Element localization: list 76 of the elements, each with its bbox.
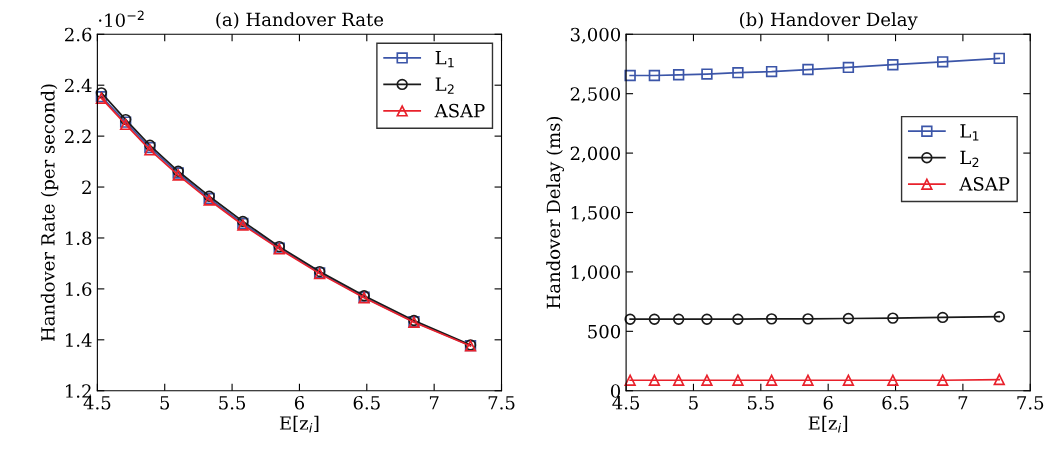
point: [732, 66, 744, 79]
legend-label: L$_{2}$: [960, 150, 979, 167]
point: [672, 69, 685, 81]
y-tick-label: 3,000: [570, 27, 621, 44]
point: [624, 313, 636, 325]
point: [624, 69, 636, 82]
x-axis-title: E[z$_{i}$]: [279, 415, 319, 433]
x-tick-label: 6.5: [882, 395, 909, 410]
point: [993, 373, 1005, 386]
y-tick-label: 1.6: [66, 282, 92, 297]
point: [765, 65, 778, 78]
x-tick-label: 7.5: [488, 396, 515, 410]
point: [648, 69, 661, 82]
y-tick-label: 1.2: [66, 384, 91, 398]
point: [624, 374, 636, 386]
y-axis-title: Handover Delay (ms): [546, 116, 564, 309]
y-tick-label: 0: [610, 384, 621, 398]
legend-label: L$_{2}$: [435, 77, 454, 94]
point: [802, 63, 814, 76]
x-tick-label: 7: [958, 396, 968, 410]
x-tick-label: 5: [689, 396, 698, 410]
x-axis-title: E[z$_{i}$]: [808, 415, 848, 433]
point: [672, 374, 685, 386]
point: [648, 374, 661, 386]
y-tick-label: 2.6: [65, 27, 92, 42]
point: [95, 87, 108, 99]
point: [936, 374, 949, 386]
point: [842, 374, 855, 386]
point: [802, 313, 814, 325]
x-tick-label: 4.5: [612, 395, 640, 410]
point: [887, 374, 899, 386]
point: [701, 374, 713, 386]
y-tick-label: 2,000: [570, 146, 621, 163]
point: [993, 311, 1005, 323]
point: [936, 56, 949, 68]
point: [887, 312, 899, 324]
text: ·10$^{−2}$: [99, 10, 144, 28]
y-tick-label: 1.4: [66, 333, 92, 347]
point: [802, 374, 814, 386]
y-tick-label: 1,000: [571, 265, 621, 282]
chart-title: (b) Handover Delay: [740, 12, 918, 30]
legend-label: L$_{1}$: [960, 124, 979, 141]
point: [765, 374, 778, 386]
point: [701, 313, 713, 325]
y-axis-title: Handover Rate (per second): [40, 84, 59, 342]
x-tick-label: 7.5: [1017, 396, 1044, 410]
y-tick-label: 2.4: [65, 78, 92, 93]
x-tick-label: 7: [429, 396, 439, 410]
y-tick-label: 2.2: [65, 129, 91, 144]
x-tick-label: 6: [294, 395, 305, 410]
point: [648, 313, 661, 325]
x-tick-label: 6.5: [353, 395, 380, 410]
point: [672, 313, 685, 325]
point: [887, 58, 899, 71]
point: [842, 312, 855, 325]
point: [732, 374, 744, 386]
x-tick-label: 5: [160, 396, 170, 410]
point: [993, 52, 1005, 65]
y-tick-label: 1.8: [66, 231, 92, 246]
point: [732, 313, 744, 325]
x-tick-label: 5.5: [219, 396, 246, 410]
legend-label: L$_{1}$: [435, 51, 454, 68]
legend-label: ASAP: [434, 103, 485, 118]
y-tick-label: 500: [588, 324, 621, 339]
point: [765, 313, 778, 325]
chart-title: (a) Handover Rate: [216, 12, 384, 29]
point: [936, 311, 949, 324]
y-tick-label: 1,500: [571, 205, 621, 222]
x-tick-label: 4.5: [83, 395, 111, 410]
y-tick-label: 2,500: [570, 87, 621, 103]
point: [701, 68, 713, 80]
y-tick-label: 2: [82, 180, 91, 194]
x-tick-label: 5.5: [748, 396, 774, 410]
point: [842, 61, 855, 74]
x-tick-label: 6: [823, 395, 833, 410]
legend-label: ASAP: [959, 177, 1010, 191]
